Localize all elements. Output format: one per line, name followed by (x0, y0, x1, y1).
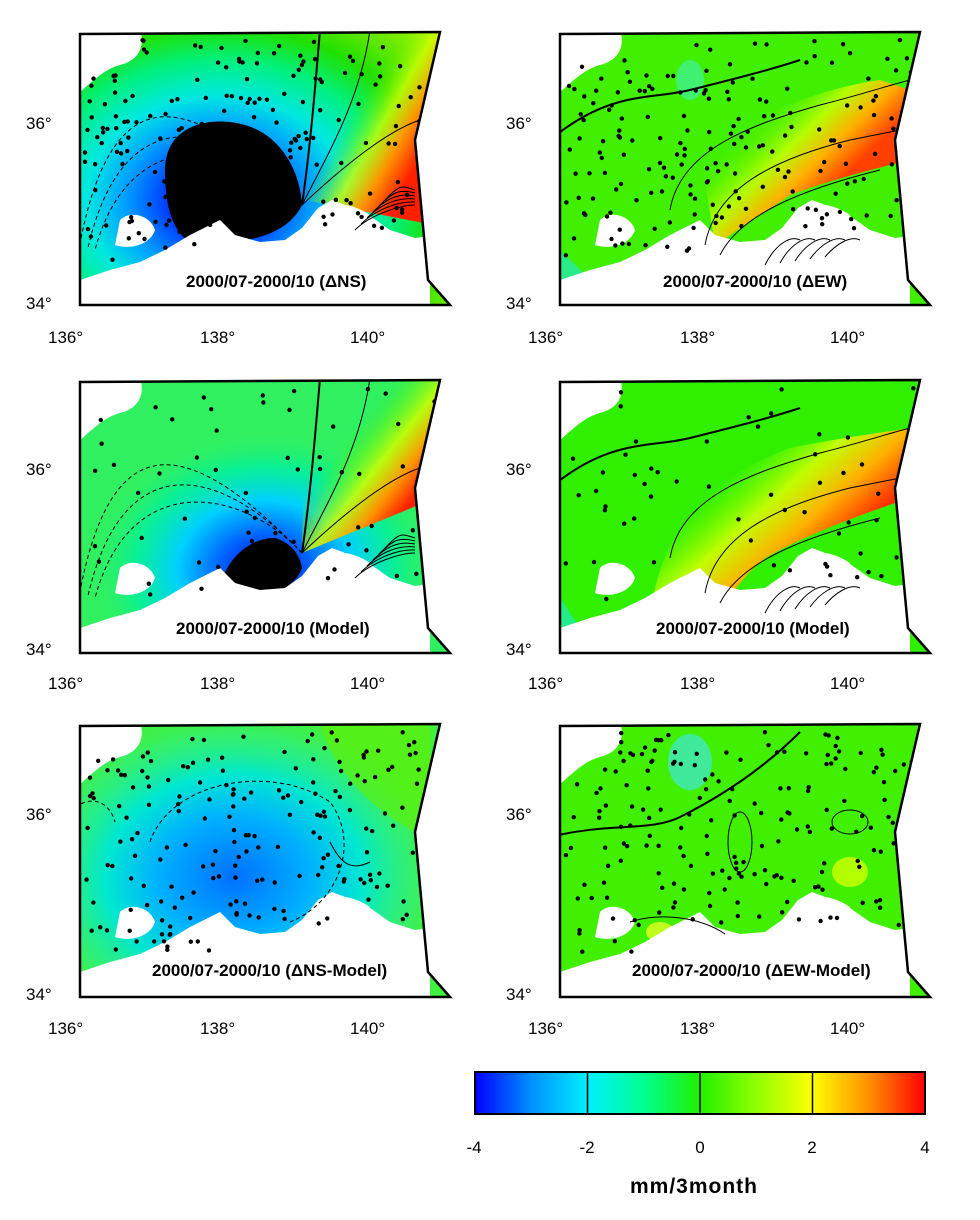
lon-tick-140-row3-right: 140° (830, 1019, 866, 1038)
lon-tick-136-row1-right: 136° (528, 328, 564, 347)
map-panel-ns-residual (70, 722, 460, 1032)
lon-tick-138-row3-right: 138° (680, 1019, 716, 1038)
lon-tick-136-row2-right: 136° (528, 674, 564, 693)
lat-tick-36-row1-right: 36° (506, 114, 532, 133)
lon-tick-140-row2-left: 140° (350, 674, 386, 693)
lat-tick-36-row2-right: 36° (506, 460, 532, 479)
panel-label-ns-residual: 2000/07-2000/10 (ΔNS-Model) (152, 961, 388, 980)
lat-tick-34-row2-right: 34° (506, 640, 532, 659)
map-panel-ew-residual (550, 722, 940, 1032)
map-panel-ew-observed (550, 30, 940, 340)
lon-tick-138-row1-left: 138° (200, 328, 236, 347)
map-panel-ns-model (70, 378, 460, 688)
lon-tick-138-row3-left: 138° (200, 1019, 236, 1038)
lat-tick-36-row1-left: 36° (26, 114, 52, 133)
map-canvas (558, 30, 933, 307)
colorbar-tick-minus2: -2 (579, 1138, 595, 1157)
lat-tick-36-row3-left: 36° (26, 805, 52, 824)
panel-label-ns-model: 2000/07-2000/10 (Model) (176, 619, 370, 638)
panel-label-ns-observed: 2000/07-2000/10 (ΔNS) (186, 272, 367, 291)
lat-tick-34-row3-left: 34° (26, 985, 52, 1004)
map-canvas (78, 722, 453, 999)
panel-label-ew-observed: 2000/07-2000/10 (ΔEW) (663, 272, 848, 291)
map-panel-ns-observed (70, 30, 460, 340)
colorbar-tick-2: 2 (807, 1138, 817, 1157)
lon-tick-140-row3-left: 140° (350, 1019, 386, 1038)
map-canvas (558, 378, 933, 655)
map-panel-ew-model (550, 378, 940, 688)
map-canvas (558, 722, 933, 999)
lat-tick-34-row1-left: 34° (26, 294, 52, 313)
lat-tick-34-row3-right: 34° (506, 985, 532, 1004)
panel-label-ew-residual: 2000/07-2000/10 (ΔEW-Model) (632, 961, 871, 980)
colorbar-tick-4: 4 (920, 1138, 930, 1157)
colorbar-unit-label: mm/3month (630, 1175, 759, 1198)
lon-tick-140-row1-left: 140° (350, 328, 386, 347)
lon-tick-136-row3-right: 136° (528, 1019, 564, 1038)
lon-tick-138-row2-right: 138° (680, 674, 716, 693)
panel-label-ew-model: 2000/07-2000/10 (Model) (656, 619, 850, 638)
lat-tick-34-row2-left: 34° (26, 640, 52, 659)
colorbar (474, 1071, 926, 1115)
lon-tick-140-row2-right: 140° (830, 674, 866, 693)
lat-tick-36-row2-left: 36° (26, 460, 52, 479)
colorbar-tick-minus4: -4 (466, 1138, 482, 1157)
lat-tick-36-row3-right: 36° (506, 805, 532, 824)
map-canvas (78, 378, 453, 655)
lon-tick-136-row3-left: 136° (48, 1019, 84, 1038)
lon-tick-138-row1-right: 138° (680, 328, 716, 347)
lon-tick-140-row1-right: 140° (830, 328, 866, 347)
lon-tick-138-row2-left: 138° (200, 674, 236, 693)
lon-tick-136-row2-left: 136° (48, 674, 84, 693)
lon-tick-136-row1-left: 136° (48, 328, 84, 347)
lat-tick-34-row1-right: 34° (506, 294, 532, 313)
colorbar-tick-0: 0 (695, 1138, 705, 1157)
map-canvas (78, 30, 453, 307)
